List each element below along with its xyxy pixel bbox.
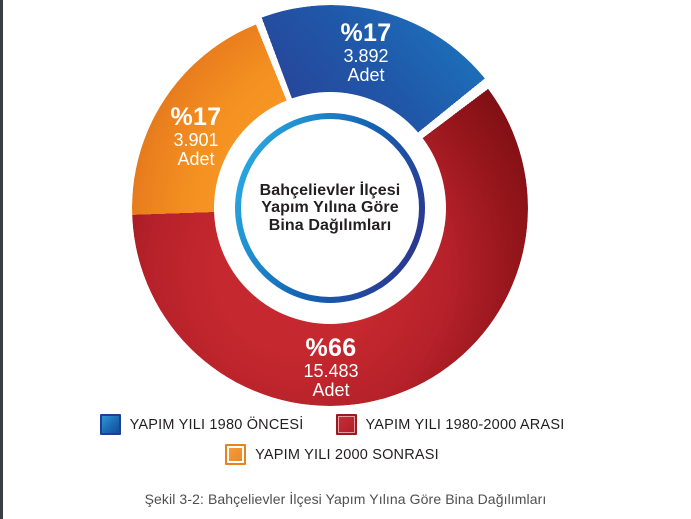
slice-percent: %17 bbox=[170, 103, 222, 131]
legend-label: YAPIM YILI 1980-2000 ARASI bbox=[365, 416, 565, 433]
legend-swatch-blue-icon bbox=[99, 414, 121, 435]
legend: YAPIM YILI 1980 ÖNCESİ YAPIM YILI 1980-2… bbox=[0, 414, 664, 465]
slice-unit: Adet bbox=[347, 65, 385, 85]
legend-swatch-orange-icon bbox=[225, 444, 247, 465]
slice-percent: %17 bbox=[340, 19, 392, 47]
legend-item-1980-oncesi: YAPIM YILI 1980 ÖNCESİ bbox=[99, 414, 304, 435]
figure-caption: Şekil 3-2: Bahçelievler İlçesi Yapım Yıl… bbox=[144, 491, 547, 507]
legend-row-1: YAPIM YILI 1980 ÖNCESİ YAPIM YILI 1980-2… bbox=[99, 414, 565, 435]
slice-unit: Adet bbox=[177, 149, 215, 169]
slice-percent: %66 bbox=[305, 334, 357, 362]
chart-title-line-2: Yapım Yılına Göre bbox=[261, 199, 399, 217]
legend-label: YAPIM YILI 1980 ÖNCESİ bbox=[129, 416, 304, 433]
donut-chart: Bahçelievler İlçesi Yapım Yılına Göre Bi… bbox=[132, 5, 529, 406]
chart-title-line-1: Bahçelievler İlçesi bbox=[259, 181, 401, 199]
legend-row-2: YAPIM YILI 2000 SONRASI bbox=[225, 444, 439, 465]
slice-count: 15.483 bbox=[303, 361, 359, 381]
legend-item-2000-sonrasi: YAPIM YILI 2000 SONRASI bbox=[225, 444, 439, 465]
center-circle-ring: Bahçelievler İlçesi Yapım Yılına Göre Bi… bbox=[235, 113, 425, 303]
legend-item-1980-2000-arasi: YAPIM YILI 1980-2000 ARASI bbox=[335, 414, 565, 435]
slice-label-1980-oncesi: %17 3.892 Adet bbox=[296, 19, 436, 85]
center-circle: Bahçelievler İlçesi Yapım Yılına Göre Bi… bbox=[241, 119, 419, 297]
legend-swatch-red-icon bbox=[335, 414, 357, 435]
slice-label-1980-2000-arasi: %66 15.483 Adet bbox=[261, 334, 401, 400]
chart-title-line-3: Bina Dağılımları bbox=[268, 216, 392, 234]
chart-title: Bahçelievler İlçesi Yapım Yılına Göre Bi… bbox=[260, 182, 401, 235]
legend-label: YAPIM YILI 2000 SONRASI bbox=[255, 446, 439, 463]
slice-label-2000-sonrasi: %17 3.901 Adet bbox=[126, 103, 266, 169]
slice-count: 3.892 bbox=[343, 46, 389, 66]
slice-count: 3.901 bbox=[173, 130, 219, 150]
slice-unit: Adet bbox=[312, 380, 350, 400]
page-left-edge-bar bbox=[0, 0, 3, 519]
